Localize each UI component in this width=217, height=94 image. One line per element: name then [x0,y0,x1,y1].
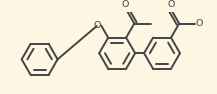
Text: O: O [122,0,129,9]
Text: O: O [196,19,203,28]
Text: O: O [93,21,100,30]
Text: O: O [167,0,175,9]
